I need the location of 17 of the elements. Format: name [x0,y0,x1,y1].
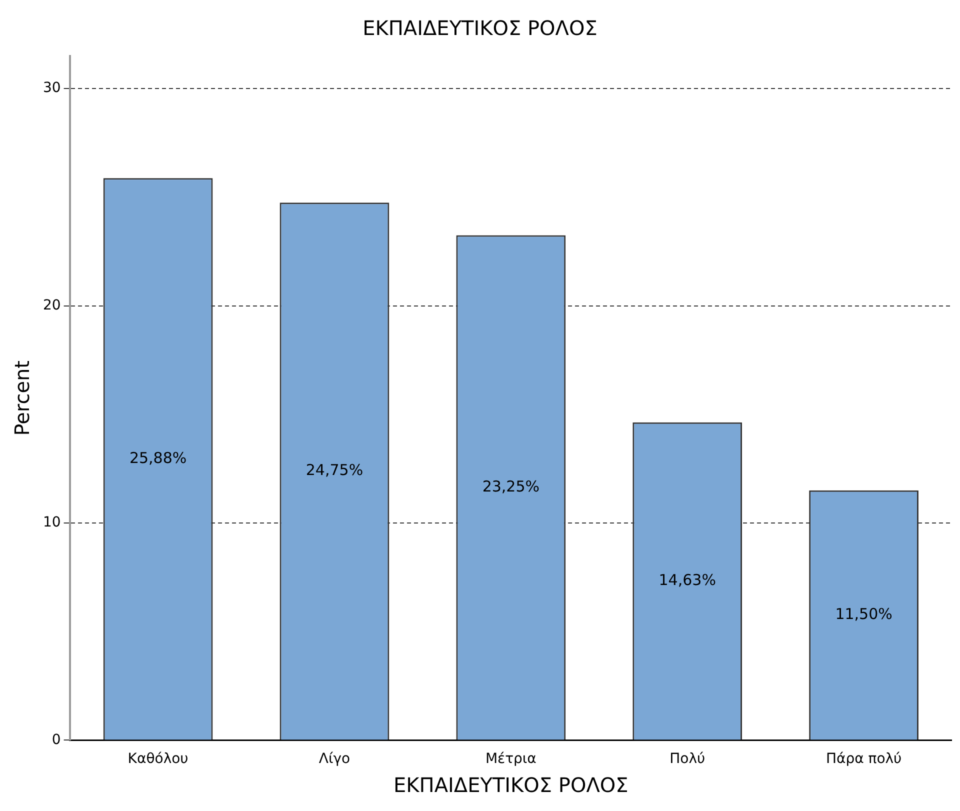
x-tick-label: Πολύ [670,751,706,768]
chart-title: ΕΚΠΑΙΔΕΥΤΙΚΟΣ ΡΟΛΟΣ [362,16,598,40]
y-tick-label: 30 [42,80,61,96]
data-label: 14,63% [658,570,716,589]
y-tick-label: 20 [42,297,61,314]
y-tick-label: 0 [52,732,61,748]
x-tick-label: Καθόλου [128,751,188,768]
x-tick-label: Λίγο [318,751,350,768]
x-tick-label: Μέτρια [485,751,536,768]
data-label: 23,25% [482,477,540,496]
x-axis-title: ΕΚΠΑΙΔΕΥΤΙΚΟΣ ΡΟΛΟΣ [394,773,628,798]
data-label: 11,50% [835,604,892,623]
y-axis-title: Percent [10,360,34,436]
y-tick-label: 10 [42,514,61,531]
x-tick-label: Πάρα πολύ [826,751,902,768]
data-label: 25,88% [129,448,187,467]
data-label: 24,75% [306,461,364,480]
